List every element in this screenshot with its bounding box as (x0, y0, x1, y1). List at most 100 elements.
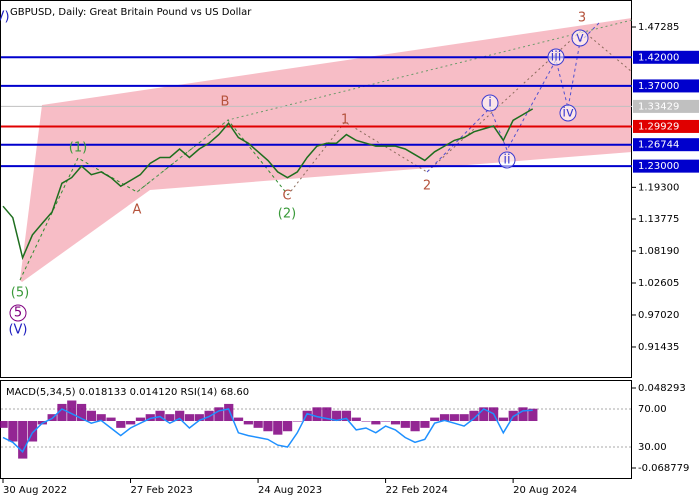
macd-bar (341, 410, 352, 422)
y2-tick-label: 70.00 (638, 404, 667, 415)
macd-bar (233, 417, 244, 422)
macd-bar (479, 407, 489, 422)
macd-bar (459, 414, 469, 422)
level-label: 1.26744 (638, 140, 679, 151)
chart-title: GBPUSD, Daily: Great Britain Pound vs US… (10, 7, 252, 18)
trend-channel (20, 18, 632, 282)
macd-bar (469, 410, 479, 422)
macd-bar (312, 407, 322, 422)
y-tick-label: 1.13775 (638, 214, 679, 225)
macd-bar (165, 414, 175, 422)
y-tick-label: 1.19300 (638, 182, 679, 193)
macd-bar (194, 414, 204, 422)
indicator-title: MACD(5,34,5) 0.018133 0.014120 RSI(14) 6… (6, 387, 249, 398)
wave-label: B (221, 95, 230, 110)
y-tick-label: 1.08190 (638, 246, 679, 257)
macd-bar (263, 421, 273, 432)
y-tick-label: 0.97020 (638, 310, 679, 321)
macd-bar (381, 421, 391, 422)
level-label: 1.29929 (638, 121, 679, 132)
wave-label: A (133, 203, 142, 218)
macd-bar (282, 421, 293, 432)
y2-tick-label: 30.00 (638, 442, 667, 453)
x-tick-label: 30 Aug 2022 (3, 485, 67, 496)
wave-circle (571, 29, 589, 47)
macd-bar (27, 421, 38, 442)
macd-bar (145, 414, 155, 422)
level-label-box (633, 159, 699, 173)
level-label-box (633, 50, 699, 64)
wave-label: v (576, 31, 584, 46)
level-label-box (633, 119, 699, 133)
wave-line (136, 19, 633, 193)
macd-bar (439, 414, 450, 422)
wave-label: (V) (0, 10, 10, 25)
level-label: 1.33429 (638, 101, 679, 112)
wave-line (19, 119, 289, 281)
macd-bar (175, 410, 185, 422)
y-tick-label: 1.47285 (638, 22, 679, 33)
level-label-box (633, 138, 699, 152)
wave-label: 5 (14, 306, 22, 321)
wave-label: (2) (278, 207, 296, 222)
macd-bar (184, 414, 195, 422)
macd-bar (410, 421, 420, 432)
macd-bar (322, 407, 332, 422)
rsi-line (2, 408, 533, 454)
x-tick-label: 24 Aug 2023 (258, 485, 322, 496)
wave-circle (559, 104, 577, 122)
level-label-box (633, 99, 699, 113)
wave-label: i (488, 96, 492, 111)
macd-bar (302, 410, 312, 422)
wave-label: 2 (423, 179, 431, 194)
level-label: 1.23000 (638, 161, 679, 172)
wave-label: C (282, 189, 291, 204)
macd-bar (0, 421, 8, 428)
macd-bar (371, 421, 381, 425)
macd-bar (76, 403, 87, 422)
y-tick-label: -0.068779 (638, 463, 689, 474)
macd-bar (67, 400, 77, 422)
macd-bar (498, 417, 509, 422)
wave-circle (498, 151, 516, 169)
macd-bar (106, 417, 116, 422)
wave-line (287, 29, 633, 196)
macd-bar (96, 414, 106, 422)
x-tick-label: 22 Feb 2024 (386, 485, 448, 496)
macd-bar (86, 410, 96, 422)
wave-label: iv (562, 106, 574, 121)
macd-bar (332, 410, 342, 422)
macd-bar (8, 421, 18, 442)
wave-label: 3 (578, 11, 586, 26)
indicator-panel-frame (0, 380, 632, 479)
macd-bar (518, 407, 528, 422)
macd-bar (214, 407, 224, 422)
macd-bar (351, 417, 361, 422)
level-label-box (633, 79, 699, 93)
macd-bar (528, 408, 538, 422)
price-panel-frame (0, 0, 632, 378)
wave-label: iii (551, 50, 562, 65)
macd-bar (390, 421, 401, 425)
wave-circle (9, 304, 27, 322)
macd-bar (449, 414, 459, 422)
macd-bar (400, 421, 410, 428)
macd-bar (292, 421, 302, 422)
macd-bar (116, 421, 126, 428)
level-label: 1.37000 (638, 81, 679, 92)
wave-label: (1) (69, 141, 87, 156)
wave-circle (481, 94, 499, 112)
x-tick-label: 27 Feb 2023 (131, 485, 193, 496)
y-tick-label: 1.02605 (638, 278, 679, 289)
macd-bar (135, 417, 146, 422)
wave-label: (5) (11, 286, 29, 301)
macd-bar (18, 421, 28, 459)
wave-label: ii (503, 153, 510, 168)
macd-bar (420, 421, 430, 428)
price-line (2, 108, 534, 261)
macd-bar (430, 417, 440, 422)
macd-bar (126, 421, 136, 425)
macd-bar (361, 421, 371, 422)
macd-bar (253, 421, 263, 428)
